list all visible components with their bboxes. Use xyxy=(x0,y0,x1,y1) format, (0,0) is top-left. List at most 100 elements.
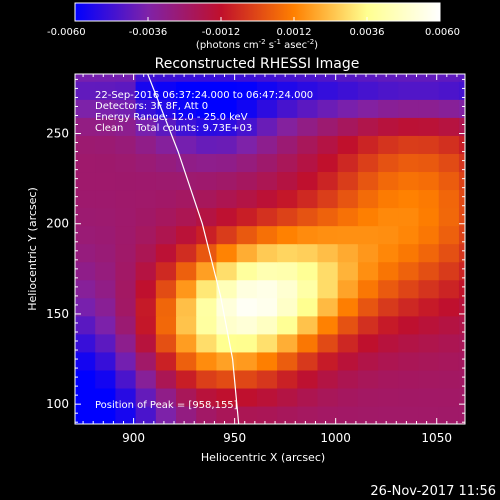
heatmap-pixel xyxy=(357,225,379,245)
heatmap-pixel xyxy=(95,279,117,299)
heatmap-pixel xyxy=(216,315,238,335)
heatmap-pixel xyxy=(155,387,177,407)
heatmap-pixel xyxy=(297,387,319,407)
heatmap-pixel xyxy=(236,279,258,299)
heatmap-pixel xyxy=(337,153,359,173)
heatmap-pixel xyxy=(398,261,420,281)
heatmap-pixel xyxy=(196,99,218,118)
heatmap-pixel xyxy=(337,81,359,100)
heatmap-pixel xyxy=(216,81,238,100)
heatmap-pixel xyxy=(176,99,197,118)
heatmap-pixel xyxy=(256,261,278,281)
heatmap-pixel xyxy=(216,297,238,317)
heatmap-pixel xyxy=(216,171,238,191)
heatmap-pixel xyxy=(297,333,319,353)
heatmap-pixel xyxy=(176,153,197,173)
heatmap-pixel xyxy=(196,297,218,317)
heatmap-pixel xyxy=(135,405,157,424)
heatmap-pixel xyxy=(418,99,440,118)
heatmap-pixel xyxy=(155,225,177,245)
heatmap-pixel xyxy=(135,225,157,245)
heatmap-pixel xyxy=(337,351,359,371)
heatmap-pixel xyxy=(135,333,157,353)
heatmap-pixel xyxy=(115,261,137,281)
heatmap-pixel xyxy=(176,117,197,136)
heatmap-pixel xyxy=(357,99,379,118)
heatmap-pixel xyxy=(438,351,460,371)
clean-counts-label: Clean Total counts: 9.73E+03 xyxy=(95,123,252,134)
heatmap-pixel xyxy=(196,171,218,191)
heatmap-pixel xyxy=(176,225,197,245)
heatmap-pixel xyxy=(337,74,359,82)
heatmap-pixel xyxy=(115,333,137,353)
heatmap-pixel xyxy=(398,74,420,82)
heatmap-pixel xyxy=(398,135,420,154)
heatmap-pixel xyxy=(297,297,319,317)
heatmap-pixel xyxy=(196,153,218,173)
heatmap-pixel xyxy=(357,171,379,191)
heatmap-pixel xyxy=(317,74,339,82)
heatmap-pixel xyxy=(378,387,399,407)
heatmap-pixel xyxy=(337,171,359,191)
heatmap-pixel xyxy=(337,405,359,424)
heatmap-pixel xyxy=(216,279,238,299)
heatmap-pixel xyxy=(398,387,420,407)
heatmap-pixel xyxy=(256,81,278,100)
heatmap-pixel xyxy=(236,81,258,100)
heatmap-pixel xyxy=(176,405,197,424)
heatmap-pixel xyxy=(458,333,465,353)
heatmap-pixel xyxy=(135,207,157,227)
colorbar-tick-label: -0.0060 xyxy=(47,27,86,38)
heatmap-pixel xyxy=(438,315,460,335)
heatmap-pixel xyxy=(216,405,238,424)
heatmap-pixel xyxy=(317,153,339,173)
heatmap-pixel xyxy=(317,81,339,100)
heatmap-pixel xyxy=(458,315,465,335)
heatmap-pixel xyxy=(297,189,319,209)
heatmap-pixel xyxy=(438,387,460,407)
heatmap-pixel xyxy=(176,351,197,371)
heatmap-pixel xyxy=(357,297,379,317)
heatmap-pixel xyxy=(357,387,379,407)
heatmap-pixel xyxy=(236,405,258,424)
heatmap-pixel xyxy=(357,261,379,281)
heatmap-pixel xyxy=(155,99,177,118)
heatmap-pixel xyxy=(176,189,197,209)
heatmap-pixel xyxy=(135,189,157,209)
heatmap-pixel xyxy=(378,171,399,191)
heatmap-pixel xyxy=(458,225,465,245)
heatmap-pixel xyxy=(378,315,399,335)
heatmap-pixel xyxy=(297,135,319,154)
y-tick-label: 100 xyxy=(46,397,69,411)
heatmap-pixel xyxy=(378,261,399,281)
heatmap-pixel xyxy=(236,315,258,335)
heatmap-pixel xyxy=(458,351,465,371)
heatmap-pixel xyxy=(337,99,359,118)
heatmap-pixel xyxy=(277,81,298,100)
heatmap-pixel xyxy=(95,74,117,82)
heatmap-pixel xyxy=(458,297,465,317)
heatmap-pixel xyxy=(458,171,465,191)
heatmap-pixel xyxy=(317,135,339,154)
heatmap-pixel xyxy=(95,171,117,191)
heatmap-pixel xyxy=(418,405,440,424)
heatmap-pixel xyxy=(398,189,420,209)
heatmap-pixel xyxy=(277,99,298,118)
x-tick-label: 1000 xyxy=(320,431,351,445)
heatmap-pixel xyxy=(317,279,339,299)
heatmap-pixel xyxy=(277,387,298,407)
heatmap-pixel xyxy=(256,315,278,335)
heatmap-pixel xyxy=(297,207,319,227)
image-annotations: 22-Sep-2016 06:37:24.000 to 06:47:24.000… xyxy=(95,90,313,411)
heatmap-pixel xyxy=(135,117,157,136)
heatmap-pixel xyxy=(75,207,96,227)
heatmap-pixel xyxy=(317,171,339,191)
heatmap-pixel xyxy=(256,333,278,353)
heatmap-pixel xyxy=(398,117,420,136)
heatmap-pixel xyxy=(256,171,278,191)
heatmap-pixel xyxy=(317,387,339,407)
heatmap-pixel xyxy=(297,261,319,281)
heatmap-pixel xyxy=(418,135,440,154)
heatmap-pixel xyxy=(155,261,177,281)
